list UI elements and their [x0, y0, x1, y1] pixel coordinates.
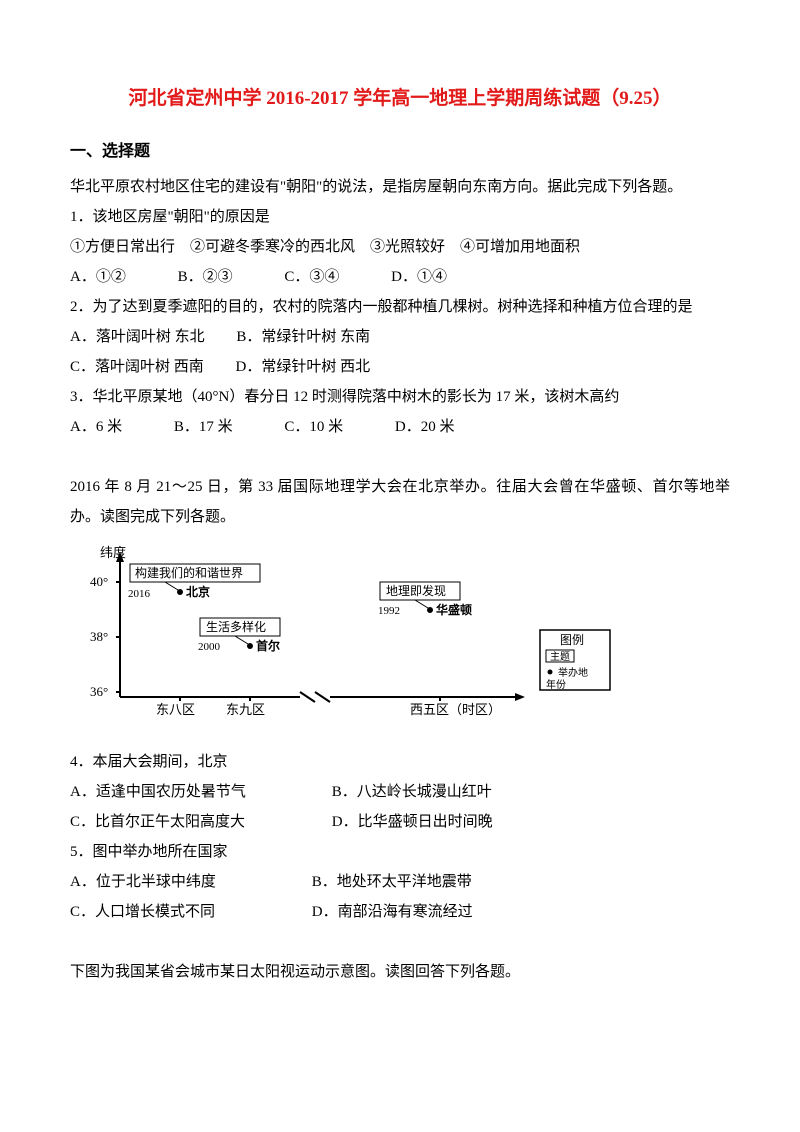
q2-opt-a: A．落叶阔叶树 东北 [70, 322, 205, 352]
q1-stem: 1．该地区房屋"朝阳"的原因是 [70, 202, 730, 232]
q4-options-row2: C．比首尔正午太阳高度大 D．比华盛顿日出时间晚 [70, 807, 730, 837]
q3-opt-b: B．17 米 [174, 412, 233, 442]
q2-opt-c: C．落叶阔叶树 西南 [70, 352, 204, 382]
intro-2: 2016 年 8 月 21～25 日，第 33 届国际地理学大会在北京举办。往届… [70, 472, 730, 532]
xtick-e9: 东九区 [226, 702, 265, 717]
seoul-year: 2000 [198, 641, 221, 653]
q5-opt-d: D．南部沿海有寒流经过 [312, 897, 473, 927]
beijing-year: 2016 [128, 588, 151, 600]
q5-opt-a: A．位于北半球中纬度 [70, 867, 280, 897]
ytick-38: 38° [90, 629, 108, 644]
q4-opt-d: D．比华盛顿日出时间晚 [332, 807, 493, 837]
ytick-40: 40° [90, 574, 108, 589]
washington-label: 华盛顿 [436, 602, 472, 617]
intro-1: 华北平原农村地区住宅的建设有"朝阳"的说法，是指房屋朝向东南方向。据此完成下列各… [70, 172, 730, 202]
legend-item-3: 年份 [546, 678, 566, 691]
q4-options-row1: A．适逢中国农历处暑节气 B．八达岭长城漫山红叶 [70, 777, 730, 807]
washington-slogan: 地理即发现 [386, 583, 446, 598]
q1-opt-a: A．①② [70, 262, 126, 292]
q1-circles: ①方便日常出行 ②可避冬季寒冷的西北风 ③光照较好 ④可增加用地面积 [70, 232, 730, 262]
q4-opt-c: C．比首尔正午太阳高度大 [70, 807, 300, 837]
legend-item-1: 主题 [550, 651, 570, 663]
seoul-slogan: 生活多样化 [206, 619, 266, 634]
ytick-36: 36° [90, 684, 108, 699]
legend-item-2: 举办地 [558, 666, 588, 679]
q4-opt-a: A．适逢中国农历处暑节气 [70, 777, 300, 807]
seoul-label: 首尔 [256, 638, 280, 653]
y-axis-label: 纬度 [100, 545, 126, 560]
q1-opt-b: B．②③ [178, 262, 233, 292]
q5-options-row1: A．位于北半球中纬度 B．地处环太平洋地震带 [70, 867, 730, 897]
q2-options-row1: A．落叶阔叶树 东北 B．常绿针叶树 东南 [70, 322, 730, 352]
beijing-label: 北京 [186, 584, 210, 599]
beijing-slogan: 构建我们的和谐世界 [135, 565, 243, 580]
xtick-w5: 西五区（时区） [410, 702, 501, 717]
q1-opt-d: D．①④ [391, 262, 447, 292]
q2-opt-b: B．常绿针叶树 东南 [236, 322, 370, 352]
section-heading: 一、选择题 [70, 136, 730, 168]
q2-opt-d: D．常绿针叶树 西北 [236, 352, 371, 382]
q3-stem: 3．华北平原某地（40°N）春分日 12 时测得院落中树木的影长为 17 米，该… [70, 382, 730, 412]
q3-opt-d: D．20 米 [395, 412, 455, 442]
q4-opt-b: B．八达岭长城漫山红叶 [332, 777, 492, 807]
q5-options-row2: C．人口增长模式不同 D．南部沿海有寒流经过 [70, 897, 730, 927]
q5-stem: 5．图中举办地所在国家 [70, 837, 730, 867]
q2-options-row2: C．落叶阔叶树 西南 D．常绿针叶树 西北 [70, 352, 730, 382]
q3-opt-a: A．6 米 [70, 412, 122, 442]
washington-year: 1992 [378, 605, 400, 617]
chart-figure: 纬度 40° 38° 36° 东八区 东九区 西五区（时区） 构建我们的和谐世界… [70, 542, 730, 733]
intro-3: 下图为我国某省会城市某日太阳视运动示意图。读图回答下列各题。 [70, 957, 730, 987]
xtick-e8: 东八区 [156, 702, 195, 717]
q4-stem: 4．本届大会期间，北京 [70, 747, 730, 777]
q1-options: A．①② B．②③ C．③④ D．①④ [70, 262, 730, 292]
q1-opt-c: C．③④ [284, 262, 339, 292]
q5-opt-b: B．地处环太平洋地震带 [312, 867, 472, 897]
q3-options: A．6 米 B．17 米 C．10 米 D．20 米 [70, 412, 730, 442]
q5-opt-c: C．人口增长模式不同 [70, 897, 280, 927]
q3-opt-c: C．10 米 [284, 412, 343, 442]
legend-title: 图例 [560, 633, 584, 647]
page-title: 河北省定州中学 2016-2017 学年高一地理上学期周练试题（9.25） [70, 80, 730, 118]
q2-stem: 2．为了达到夏季遮阳的目的，农村的院落内一般都种植几棵树。树种选择和种植方位合理… [70, 292, 730, 322]
